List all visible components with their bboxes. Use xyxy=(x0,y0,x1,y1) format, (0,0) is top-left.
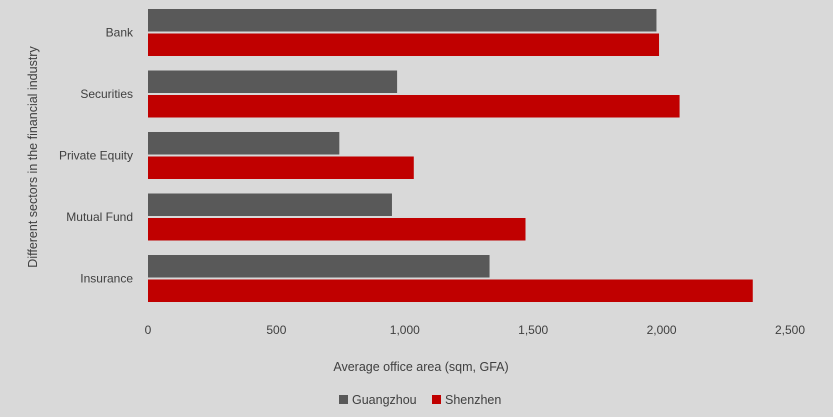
bar-guangzhou-mutual-fund xyxy=(148,193,392,216)
x-tick-label: 500 xyxy=(266,323,286,337)
legend: Guangzhou Shenzhen xyxy=(339,393,501,407)
category-label: Bank xyxy=(106,26,134,40)
legend-swatch-guangzhou xyxy=(339,395,348,404)
x-tick-label: 1,500 xyxy=(518,323,548,337)
bar-shenzhen-mutual-fund xyxy=(148,218,526,241)
legend-label-guangzhou: Guangzhou xyxy=(352,393,417,407)
category-label: Private Equity xyxy=(59,149,133,163)
bar-shenzhen-private-equity xyxy=(148,156,414,179)
x-tick-label: 0 xyxy=(145,323,152,337)
legend-label-shenzhen: Shenzhen xyxy=(445,393,501,407)
legend-swatch-shenzhen xyxy=(432,395,441,404)
x-tick-label: 2,500 xyxy=(775,323,805,337)
category-labels: Bank Securities Private Equity Mutual Fund I… xyxy=(59,26,134,286)
bar-guangzhou-bank xyxy=(148,9,657,32)
bars-layer xyxy=(148,9,753,302)
category-label: Mutual Fund xyxy=(66,210,133,224)
x-tick-labels: 0 500 1,000 1,500 2,000 2,500 xyxy=(145,323,806,337)
x-tick-label: 1,000 xyxy=(390,323,420,337)
category-label: Insurance xyxy=(80,272,133,286)
bar-shenzhen-insurance xyxy=(148,279,753,302)
bar-guangzhou-insurance xyxy=(148,255,490,278)
x-axis-title: Average office area (sqm, GFA) xyxy=(333,360,508,374)
bar-guangzhou-private-equity xyxy=(148,132,340,155)
x-tick-label: 2,000 xyxy=(647,323,677,337)
bar-shenzhen-securities xyxy=(148,95,680,118)
bar-guangzhou-securities xyxy=(148,70,398,93)
category-label: Securities xyxy=(80,87,133,101)
y-axis-title: Different sectors in the financial indus… xyxy=(26,46,40,268)
bar-shenzhen-bank xyxy=(148,33,660,56)
